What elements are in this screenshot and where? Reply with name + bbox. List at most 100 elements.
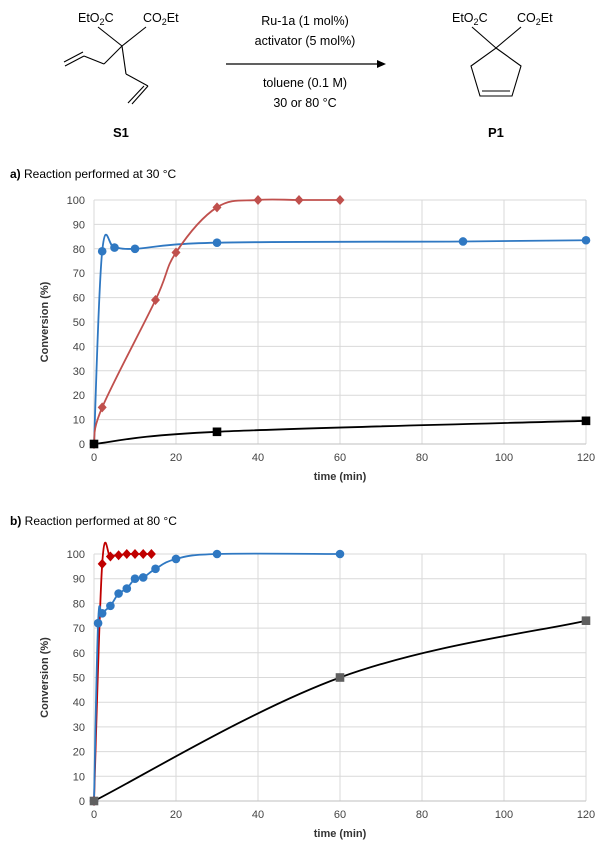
chart-a-x-tick-label: 20 (170, 452, 182, 464)
chart-a-y-tick-label: 10 (73, 415, 85, 427)
chart-a-y-tick-label: 40 (73, 341, 85, 353)
chart-b-x-tick-label: 120 (577, 809, 595, 821)
chart-b-y-tick-label: 100 (67, 549, 85, 561)
chart-b-y-tick-label: 50 (73, 673, 85, 685)
chart-a-y-tick-label: 70 (73, 268, 85, 280)
chart-b-x-tick-label: 20 (170, 809, 182, 821)
chart-a-y-tick-label: 0 (79, 439, 85, 451)
panel-a-caption: a) Reaction performed at 30 °C (10, 167, 176, 181)
chart-b-series-1-point (138, 573, 148, 582)
chart-a-x-tick-label: 120 (577, 452, 595, 464)
condition-solvent: toluene (0.1 M) (263, 76, 347, 90)
chart-a-y-tick-label: 80 (73, 244, 85, 256)
panel-b-tag: b) (10, 514, 22, 528)
chart-a-y-tick-label: 50 (73, 317, 85, 329)
chart-b-y-tick-label: 40 (73, 697, 85, 709)
chart-a-series-1-point (294, 195, 304, 205)
chart-a-series-0-point (212, 238, 222, 247)
reactant-label: S1 (113, 125, 129, 140)
chart-b-series-0-point (114, 550, 124, 561)
reaction-scheme: EtO2C CO2Et S1 Ru-1a (1 mol%) activator … (63, 11, 553, 140)
reactant-substituent-left: EtO2C (78, 11, 114, 27)
condition-temperature: 30 or 80 °C (273, 96, 336, 110)
chart-a-x-tick-label: 80 (416, 452, 428, 464)
chart-b-y-tick-label: 0 (79, 796, 85, 808)
chart-a-y-tick-label: 100 (67, 195, 85, 207)
chart-b-series-1-point (212, 549, 222, 559)
chart-a-series-1-point (171, 247, 181, 258)
chart-b-series-1-point (171, 554, 181, 564)
product-label: P1 (488, 125, 504, 140)
product-structure (470, 26, 522, 97)
panel-b-text: Reaction performed at 80 °C (24, 514, 177, 528)
chart-a-series-1-line (93, 198, 340, 445)
chart-b-series-1-point (106, 601, 115, 611)
chart-b-series-1-point (97, 608, 107, 618)
product-substituent-right: CO2Et (517, 11, 553, 27)
chart-a-series-2-point (212, 427, 222, 437)
chart-a-series-0-point (581, 235, 591, 245)
chart-b-y-tick-label: 10 (73, 771, 85, 783)
chart-a-series-1-point (97, 402, 107, 413)
panel-b-caption: b) Reaction performed at 80 °C (10, 514, 177, 528)
chart-b-y-tick-label: 30 (73, 722, 85, 734)
chart-b-y-tick-label: 90 (73, 574, 85, 586)
arrow-head (377, 60, 386, 68)
panel-a-tag: a) (10, 167, 21, 181)
chart-a-series-0-point (97, 246, 107, 256)
chart-a-series-1-point (335, 195, 345, 205)
chart-b-series-1-point (130, 574, 140, 583)
chart-b-y-axis-label: Conversion (%) (39, 637, 51, 718)
chart-a-series-1-point (253, 195, 263, 205)
chart-a-x-tick-label: 0 (91, 452, 97, 464)
chart-a-series-1-point (212, 202, 222, 213)
chart-a-series-2-point (89, 439, 99, 449)
chart-a-series-1-point (151, 295, 160, 306)
condition-catalyst: Ru-1a (1 mol%) (261, 14, 349, 28)
chart-b-y-tick-label: 60 (73, 648, 85, 660)
reactant-structure (63, 26, 149, 105)
chart-b-x-tick-label: 40 (252, 809, 264, 821)
chart-b-x-tick-label: 100 (495, 809, 513, 821)
chart-b-x-tick-label: 60 (334, 809, 346, 821)
condition-activator: activator (5 mol%) (255, 34, 356, 48)
chart-b-x-tick-label: 80 (416, 809, 428, 821)
chart-b-series-0-point (105, 551, 115, 562)
chart-b-series-2-point (335, 673, 345, 682)
chart-b-series-0-point (97, 558, 107, 569)
chart-a-x-axis-label: time (min) (314, 471, 367, 483)
chart-b-y-tick-label: 80 (73, 598, 85, 610)
chart-a-y-tick-label: 90 (73, 219, 85, 231)
chart-a-x-tick-label: 60 (334, 452, 346, 464)
chart-a-series-2-line (93, 419, 587, 445)
panel-a-text: Reaction performed at 30 °C (24, 167, 177, 181)
chart-b-series-2-point (89, 796, 99, 806)
reactant-substituent-right: CO2Et (143, 11, 179, 27)
chart-b-series-0-point (122, 549, 132, 559)
chart-a-series-0-point (110, 243, 119, 252)
chart-b-series-0-point (138, 549, 148, 559)
chart-b-series-0-point (130, 549, 140, 559)
chart-b-x-tick-label: 0 (91, 809, 97, 821)
chart-b: 0 20 40 60 80 100 120 0 10 20 30 40 50 60 70 80 90 100 tim… (39, 541, 595, 840)
chart-a-y-tick-label: 20 (73, 390, 85, 402)
chart-b-series-1-point (114, 589, 123, 598)
chart-b-y-tick-label: 70 (73, 623, 85, 635)
chart-b-series-1-point (93, 618, 103, 628)
chart-a-y-tick-label: 60 (73, 293, 85, 305)
chart-b-series-1-point (335, 549, 345, 559)
chart-a-y-axis-label: Conversion (%) (39, 281, 51, 362)
chart-a: 0 20 40 60 80 100 120 0 10 20 30 40 50 60 70 80 90 100 tim… (39, 195, 595, 483)
chart-a-series-0-point (458, 237, 468, 246)
chart-b-series-1-point (122, 584, 132, 593)
chart-b-series-1-point (151, 564, 160, 574)
product-substituent-left: EtO2C (452, 11, 488, 27)
chart-a-y-tick-label: 30 (73, 366, 85, 378)
chart-b-y-tick-label: 20 (73, 747, 85, 759)
chart-a-x-tick-label: 40 (252, 452, 264, 464)
chart-a-series-2-point (581, 416, 591, 426)
chart-a-x-tick-label: 100 (495, 452, 513, 464)
chart-a-series-0-point (130, 244, 140, 254)
chart-b-x-axis-label: time (min) (314, 828, 367, 840)
chart-b-series-0-point (146, 549, 156, 559)
